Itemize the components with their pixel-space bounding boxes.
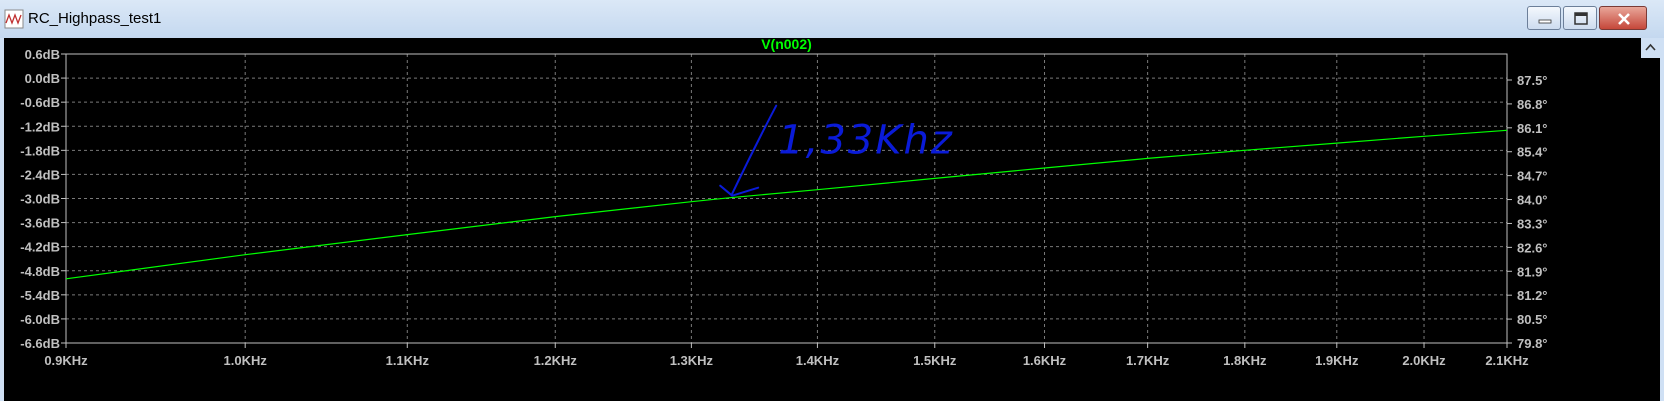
- bode-chart[interactable]: V(n002) 0.9KHz 1.0KHz 1.1KHz 1.2KHz 1.3KHz 1.4…: [4, 38, 1660, 401]
- y-left-tick-label: 0.6dB: [25, 47, 60, 62]
- x-tick-label: 2.1KHz: [1485, 353, 1529, 368]
- y-left-tick-label: -3.0dB: [20, 192, 60, 207]
- y-left-tick-label: -6.6dB: [20, 336, 60, 351]
- close-icon: [1618, 13, 1630, 25]
- y-right-tick-label: 86.1°: [1517, 121, 1548, 136]
- x-tick-label: 1.0KHz: [224, 353, 268, 368]
- y-right-tick-label: 81.9°: [1517, 264, 1548, 279]
- x-tick-label: 1.8KHz: [1223, 353, 1267, 368]
- x-tick-label: 1.1KHz: [386, 353, 430, 368]
- close-button[interactable]: [1599, 6, 1647, 30]
- y-right-tick-label: 81.2°: [1517, 288, 1548, 303]
- y-left-tick-label: -0.6dB: [20, 95, 60, 110]
- scroll-up-button[interactable]: [1641, 38, 1660, 58]
- y-left-tick-label: -2.4dB: [20, 167, 60, 182]
- title-bar[interactable]: RC_Highpass_test1: [0, 0, 1664, 38]
- x-tick-label: 1.5KHz: [913, 353, 957, 368]
- restore-icon: [1574, 12, 1588, 25]
- chart-title: V(n002): [761, 38, 812, 52]
- minimize-icon: [1538, 19, 1552, 24]
- plot-pane[interactable]: V(n002) 0.9KHz 1.0KHz 1.1KHz 1.2KHz 1.3KHz 1.4…: [4, 38, 1660, 401]
- y-left-tick-label: 0.0dB: [25, 71, 60, 86]
- y-left-tick-label: -4.8dB: [20, 264, 60, 279]
- y-left-tick-label: -4.2dB: [20, 240, 60, 255]
- annotation-arrow-head: [719, 184, 760, 197]
- x-tick-label: 2.0KHz: [1402, 353, 1446, 368]
- x-tick-label: 1.2KHz: [534, 353, 578, 368]
- y-left-tick-label: -5.4dB: [20, 288, 60, 303]
- y-right-tick-label: 85.4°: [1517, 145, 1548, 160]
- y-right-tick-label: 79.8°: [1517, 336, 1548, 351]
- y-right-tick-label: 82.6°: [1517, 240, 1548, 255]
- window-title: RC_Highpass_test1: [28, 10, 162, 27]
- chevron-up-icon: [1645, 43, 1656, 51]
- annotation-arrow-shaft: [731, 104, 778, 195]
- minimize-button[interactable]: [1527, 6, 1561, 30]
- annotation-label: 1,33Khz: [778, 118, 954, 164]
- magnitude-trace: [65, 129, 1508, 280]
- y-left-tick-label: -3.6dB: [20, 216, 60, 231]
- y-right-tick-label: 86.8°: [1517, 97, 1548, 112]
- x-tick-label: 1.7KHz: [1126, 353, 1170, 368]
- x-tick-label: 1.9KHz: [1315, 353, 1359, 368]
- y-right-tick-label: 80.5°: [1517, 312, 1548, 327]
- y-right-tick-label: 84.0°: [1517, 193, 1548, 208]
- x-tick-label: 1.4KHz: [796, 353, 840, 368]
- maximize-button[interactable]: [1563, 6, 1597, 30]
- y-left-tick-label: -1.8dB: [20, 143, 60, 158]
- y-right-tick-label: 83.3°: [1517, 216, 1548, 231]
- waveform-app-icon: [4, 9, 24, 29]
- y-left-tick-label: -1.2dB: [20, 119, 60, 134]
- y-left-tick-label: -6.0dB: [20, 312, 60, 327]
- y-right-tick-label: 84.7°: [1517, 169, 1548, 184]
- x-tick-label: 0.9KHz: [44, 353, 88, 368]
- y-right-tick-label: 87.5°: [1517, 73, 1548, 88]
- x-tick-label: 1.3KHz: [670, 353, 714, 368]
- plot-frame: [65, 53, 1508, 344]
- x-tick-label: 1.6KHz: [1023, 353, 1067, 368]
